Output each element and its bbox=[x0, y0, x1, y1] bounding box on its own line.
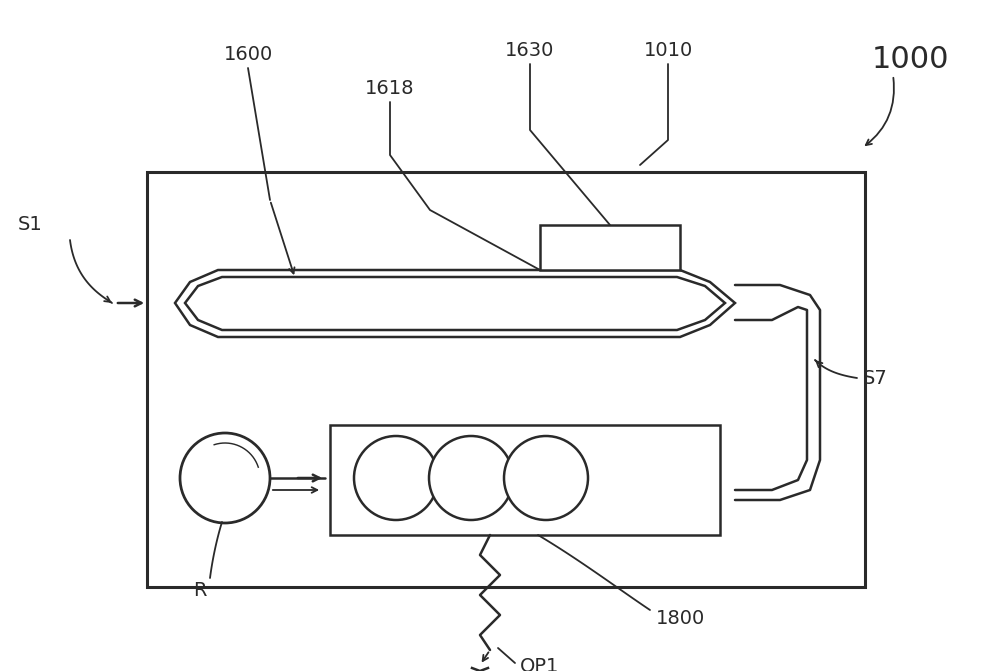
Circle shape bbox=[429, 436, 513, 520]
Text: 1630: 1630 bbox=[505, 40, 555, 60]
Circle shape bbox=[504, 436, 588, 520]
Circle shape bbox=[354, 436, 438, 520]
Circle shape bbox=[180, 433, 270, 523]
Text: 1618: 1618 bbox=[365, 79, 415, 97]
Text: S1: S1 bbox=[18, 215, 42, 234]
Text: 1800: 1800 bbox=[655, 609, 705, 627]
Text: S7: S7 bbox=[863, 368, 887, 387]
Text: R: R bbox=[193, 580, 207, 599]
Polygon shape bbox=[185, 277, 725, 330]
Text: OP1: OP1 bbox=[520, 656, 559, 671]
Bar bbox=[147, 172, 865, 587]
Text: 1010: 1010 bbox=[643, 40, 693, 60]
Text: 1000: 1000 bbox=[871, 46, 949, 74]
Bar bbox=[330, 425, 720, 535]
Bar bbox=[540, 225, 680, 270]
Polygon shape bbox=[175, 270, 735, 337]
Text: 1600: 1600 bbox=[223, 46, 273, 64]
